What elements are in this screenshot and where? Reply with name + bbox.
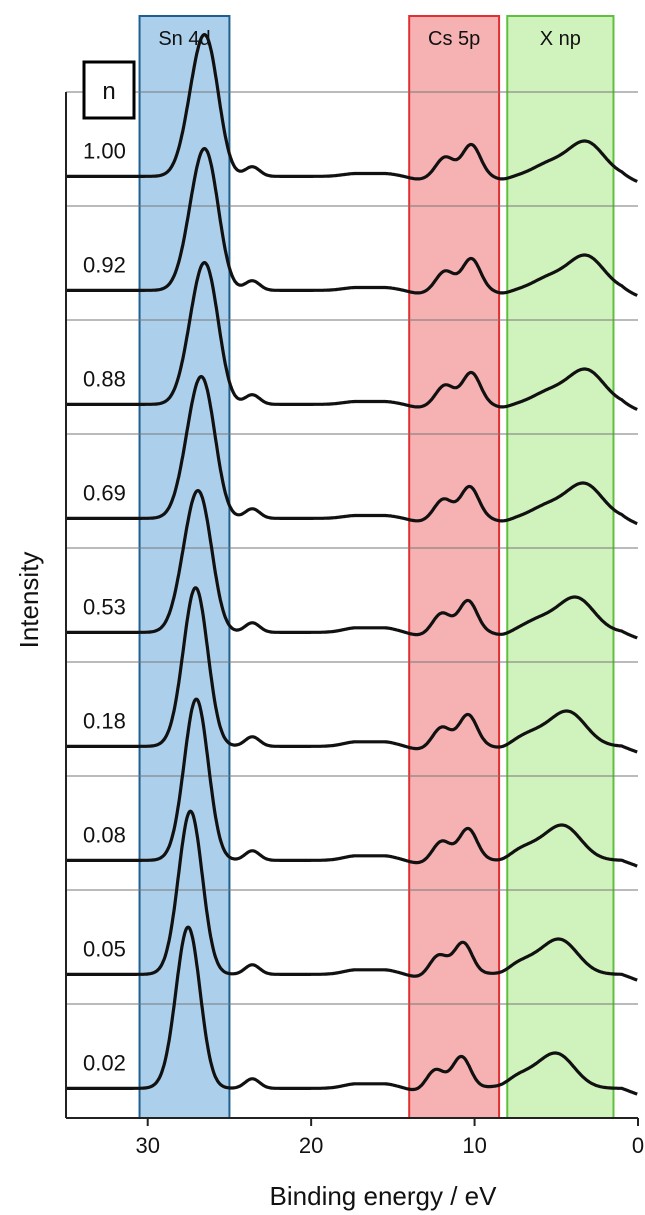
panel-separators	[66, 91, 638, 1005]
x-tick-label: 30	[135, 1133, 159, 1158]
region-x-np	[506, 15, 615, 1119]
spectrum-line-0-69	[65, 375, 638, 526]
x-axis-ticks: 30 20 10 0	[135, 1118, 644, 1158]
x-tick-label: 20	[299, 1133, 323, 1158]
series-label: 0.53	[83, 594, 126, 619]
spectrum-line-0-53	[65, 489, 638, 640]
spectrum-line-0-92	[65, 147, 638, 297]
series-label: 0.69	[83, 480, 126, 505]
highlight-regions: Sn 4d Cs 5p X np	[138, 15, 615, 1119]
region-label-x-np: X np	[540, 28, 581, 50]
x-axis	[65, 92, 638, 1119]
series-label: 1.00	[83, 138, 126, 163]
region-label-cs-5p: Cs 5p	[428, 28, 480, 50]
spectrum-line-1-00	[65, 33, 638, 183]
y-axis-label: Intensity	[14, 552, 44, 649]
spectrum-line-0-18	[65, 586, 638, 754]
series-label: 0.18	[83, 708, 126, 733]
series-label: 0.02	[83, 1050, 126, 1075]
region-label-sn-4d: Sn 4d	[158, 28, 210, 50]
spectrum-line-0-08	[65, 697, 638, 868]
legend-title: n	[102, 78, 115, 105]
series-label: 0.92	[83, 252, 126, 277]
x-axis-label: Binding energy / eV	[270, 1181, 498, 1211]
series-label: 0.05	[83, 936, 126, 961]
x-tick-label: 10	[462, 1133, 486, 1158]
x-tick-label: 0	[632, 1133, 644, 1158]
series-label: 0.08	[83, 822, 126, 847]
spectrum-line-0-05	[65, 809, 638, 982]
legend-title-box	[82, 60, 136, 120]
spectra-series: 1.00 0.92 0.88 0.69 0.53 0.18 0.08 0.05 0.02	[65, 33, 638, 1096]
spectrum-line-0-02	[65, 925, 638, 1096]
series-label: 0.88	[83, 366, 126, 391]
region-cs-5p	[408, 15, 501, 1119]
spectrum-line-0-88	[65, 261, 638, 411]
